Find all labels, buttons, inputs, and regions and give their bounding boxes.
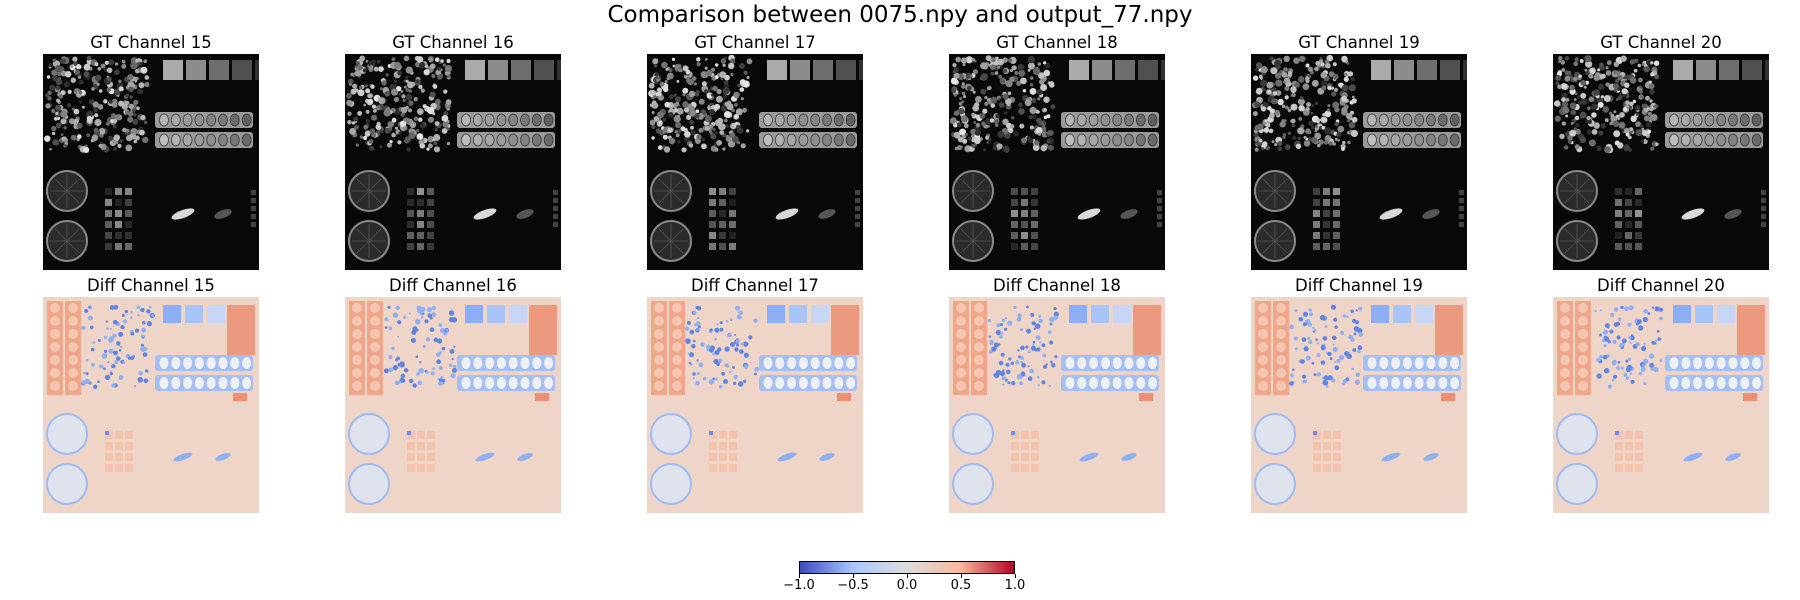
diff-heatmap [949, 297, 1165, 513]
diff-panel: Diff Channel 20 [1553, 275, 1769, 513]
panel-title: GT Channel 15 [90, 33, 212, 52]
panel-title: GT Channel 18 [996, 33, 1118, 52]
diff-heatmap [43, 297, 259, 513]
gt-image [1251, 54, 1467, 270]
gt-image [345, 54, 561, 270]
colorbar-tick-label: −0.5 [837, 578, 869, 593]
panel-title: GT Channel 19 [1298, 33, 1420, 52]
gt-panel: GT Channel 17 [647, 32, 863, 270]
colorbar-tick-label: −1.0 [783, 578, 815, 593]
colorbar-tick-mark [799, 574, 800, 578]
diff-heatmap [1553, 297, 1769, 513]
panel-title: Diff Channel 18 [993, 276, 1121, 295]
colorbar-tick-mark [961, 574, 962, 578]
colorbar-tick-mark [853, 574, 854, 578]
diff-panel: Diff Channel 15 [43, 275, 259, 513]
panel-title: Diff Channel 19 [1295, 276, 1423, 295]
panel-title: Diff Channel 16 [389, 276, 517, 295]
gt-panel: GT Channel 16 [345, 32, 561, 270]
gt-panel: GT Channel 20 [1553, 32, 1769, 270]
diff-panel: Diff Channel 18 [949, 275, 1165, 513]
colorbar [799, 561, 1015, 574]
diff-panel: Diff Channel 17 [647, 275, 863, 513]
colorbar-tick-label: 0.5 [950, 578, 972, 593]
colorbar-tick-label: 0.0 [896, 578, 918, 593]
gt-panel: GT Channel 15 [43, 32, 259, 270]
panel-title: GT Channel 20 [1600, 33, 1722, 52]
diff-panel: Diff Channel 19 [1251, 275, 1467, 513]
diff-heatmap [647, 297, 863, 513]
panel-title: GT Channel 16 [392, 33, 514, 52]
colorbar-tick-mark [907, 574, 908, 578]
diff-panel: Diff Channel 16 [345, 275, 561, 513]
colorbar-tick-label: 1.0 [1004, 578, 1026, 593]
colorbar-tick-mark [1015, 574, 1016, 578]
panel-title: Diff Channel 17 [691, 276, 819, 295]
gt-panel: GT Channel 19 [1251, 32, 1467, 270]
gt-image [43, 54, 259, 270]
gt-image [1553, 54, 1769, 270]
gt-image [949, 54, 1165, 270]
panel-title: Diff Channel 20 [1597, 276, 1725, 295]
diff-heatmap [1251, 297, 1467, 513]
gt-image [647, 54, 863, 270]
figure-title: Comparison between 0075.npy and output_7… [607, 2, 1193, 28]
diff-heatmap [345, 297, 561, 513]
panel-title: GT Channel 17 [694, 33, 816, 52]
gt-panel: GT Channel 18 [949, 32, 1165, 270]
panel-title: Diff Channel 15 [87, 276, 215, 295]
